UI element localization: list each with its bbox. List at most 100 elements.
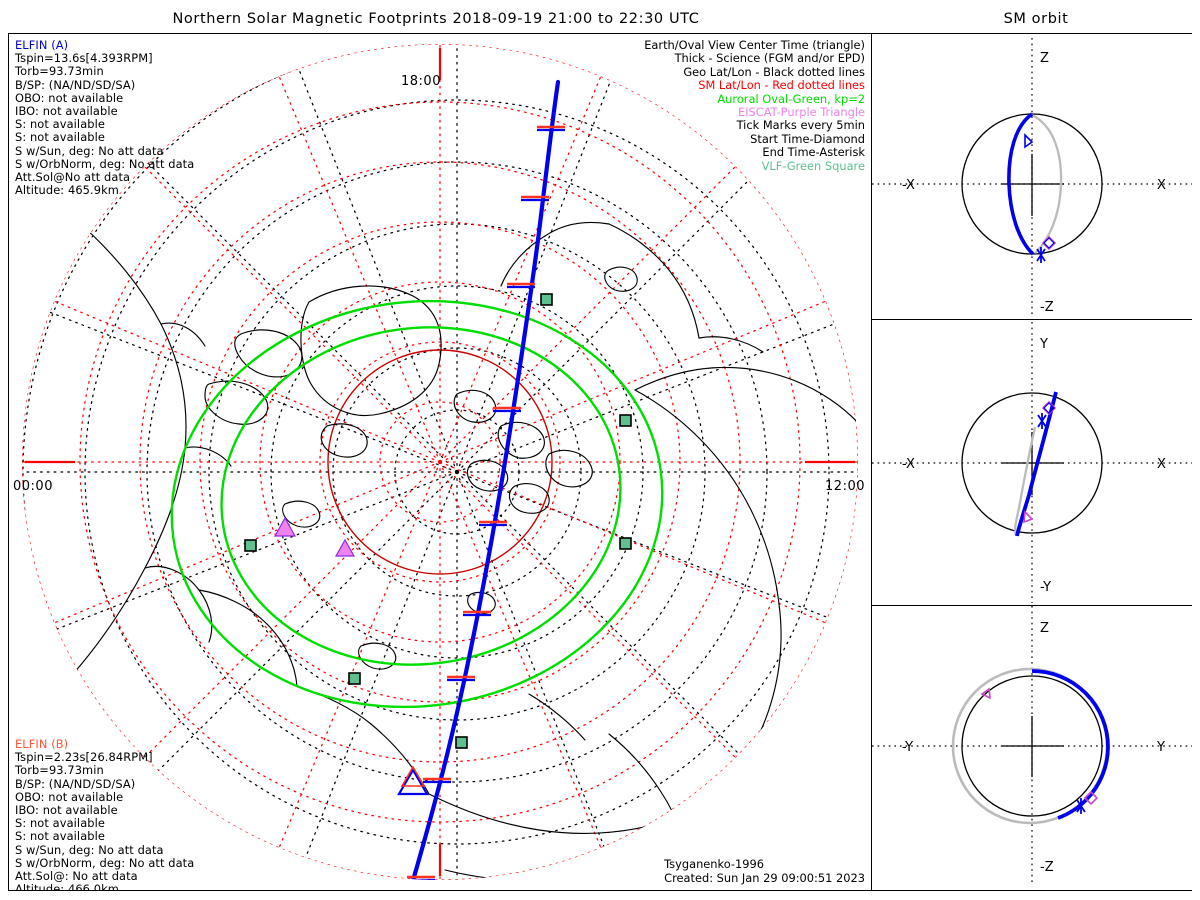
orbit-end-asterisk-xz (1036, 247, 1046, 263)
geo-longitude-grid (22, 44, 858, 880)
spacecraft-b-bsp: B/SP: (NA/ND/SD/SA) (15, 776, 136, 791)
axis-label-neg-x-xy: -X (902, 457, 915, 472)
spacecraft-b-name: ELFIN (B) (15, 737, 69, 751)
orbit-start-diamond-yz (1083, 790, 1099, 806)
spacecraft-b-s2: S: not available (15, 829, 105, 844)
spacecraft-a-s2: S: not available (15, 130, 105, 145)
spacecraft-a-orbnorm: S w/OrbNorm, deg: No att data (15, 156, 195, 171)
spacecraft-b-sun-angle: S w/Sun, deg: No att data (15, 842, 164, 857)
track-tick-marks (407, 125, 565, 879)
spacecraft-a-sun-angle: S w/Sun, deg: No att data (15, 143, 164, 158)
auroral-oval (170, 299, 664, 709)
legend-end-time: End Time-Asterisk (762, 145, 865, 160)
orbit-center-triangle-xy (1023, 510, 1034, 524)
earth-disc-yz (961, 675, 1103, 817)
eiscat-sites (273, 516, 356, 557)
spacecraft-a-bsp: B/SP: (NA/ND/SD/SA) (15, 77, 136, 92)
legend-geo-grid: Geo Lat/Lon - Black dotted lines (683, 64, 865, 79)
spacecraft-a-obo: OBO: not available (15, 90, 124, 105)
mlt-label-noon: 12:00 (825, 479, 865, 494)
vlf-square-marker (348, 672, 361, 685)
vlf-square-marker (455, 736, 468, 749)
orbit-blue-track-xy (1015, 391, 1058, 537)
spacecraft-a-tspin: Tspin=13.6s[4.393RPM] (15, 51, 153, 66)
spacecraft-b-altitude: Altitude: 466.0km (15, 882, 119, 891)
legend-sm-grid: SM Lat/Lon - Red dotted lines (698, 78, 865, 93)
axis-label-neg-z-yz: -Z (1040, 860, 1054, 875)
spacecraft-b-ibo: IBO: not available (15, 802, 118, 817)
spacecraft-a-info: ELFIN (A) Tspin=13.6s[4.393RPM] Torb=93.… (15, 38, 195, 198)
spacecraft-b-obo: OBO: not available (15, 789, 124, 804)
orbit-blue-track-yz (1031, 669, 1110, 820)
elfin-a-track (400, 79, 561, 880)
created-timestamp: Created: Sun Jan 29 09:00:51 2023 (664, 870, 865, 885)
legend-start-time: Start Time-Diamond (750, 131, 865, 146)
axis-label-z-yz: Z (1040, 621, 1049, 636)
map-legend: Earth/Oval View Center Time (triangle) T… (644, 38, 865, 173)
sm-orbit-panel-yz: -Y Y Z -Z (872, 605, 1192, 891)
orbit-end-asterisk-yz (1076, 798, 1086, 814)
mlt-label-midnight: 00:00 (13, 479, 53, 494)
axis-label-neg-y-xy: -Y (1040, 580, 1051, 595)
vlf-square-marker (619, 414, 632, 427)
mlt-axis-marks (25, 48, 855, 876)
vlf-square-marker (244, 539, 257, 552)
spacecraft-a-s1: S: not available (15, 117, 105, 132)
orbit-start-diamond-xy (1041, 400, 1057, 416)
origin-cross-yz (1002, 716, 1064, 777)
polar-map-panel: ELFIN (A) Tspin=13.6s[4.393RPM] Torb=93.… (8, 33, 872, 891)
spacecraft-a-torb: Torb=93.73min (15, 64, 104, 79)
spacecraft-b-orbnorm: S w/OrbNorm, deg: No att data (15, 855, 195, 870)
spacecraft-a-attsol: Att.Sol@No att data (15, 169, 131, 184)
axis-label-neg-y-yz: -Y (902, 740, 913, 755)
track-tick-marks-blue (407, 128, 565, 880)
legend-thick-science: Thick - Science (FGM and/or EPD) (674, 51, 865, 66)
legend-auroral-oval: Auroral Oval-Green, kp=2 (717, 91, 865, 106)
legend-tick-marks: Tick Marks every 5min (736, 118, 865, 133)
sm-orbit-panel-xz: -X X Z -Z (872, 33, 1192, 319)
center-time-triangle-marker (397, 767, 429, 796)
legend-eiscat: EISCAT-Purple Triangle (738, 104, 865, 119)
axis-label-y-xy: Y (1039, 337, 1048, 352)
sm-longitude-grid (22, 44, 858, 880)
spacecraft-b-attsol: Att.Sol@: No att data (15, 868, 138, 883)
axis-label-y-yz: Y (1156, 740, 1165, 755)
vlf-sites (244, 293, 632, 749)
spacecraft-a-name: ELFIN (A) (15, 38, 69, 52)
axis-label-x-xz: X (1157, 178, 1166, 193)
orbit-blue-track-xz (1007, 112, 1035, 256)
model-name: Tsyganenko-1996 (664, 857, 764, 872)
spacecraft-b-torb: Torb=93.73min (15, 763, 104, 778)
spacecraft-a-ibo: IBO: not available (15, 103, 118, 118)
spacecraft-b-s1: S: not available (15, 816, 105, 831)
vlf-square-marker (619, 537, 632, 550)
orbit-gray-track-xz (1031, 113, 1063, 254)
vlf-square-marker (540, 293, 553, 306)
page-title: Northern Solar Magnetic Footprints 2018-… (172, 11, 700, 27)
spacecraft-a-altitude: Altitude: 465.9km (15, 183, 119, 198)
axis-label-x-xy: X (1157, 457, 1166, 472)
sm-orbit-column: -X X Z -Z (872, 33, 1192, 891)
sm-orbit-panel-xy: -X X Y -Y (872, 319, 1192, 605)
orbit-center-triangle-yz (980, 687, 991, 700)
legend-center-time: Earth/Oval View Center Time (triangle) (644, 38, 865, 52)
polar-map-plot (22, 44, 858, 880)
spacecraft-b-tspin: Tspin=2.23s[26.84RPM] (15, 750, 153, 765)
orbit-gray-track-xy (1014, 426, 1037, 536)
center-time-triangle-marker-red (400, 765, 426, 787)
figure-credit: Tsyganenko-1996 Created: Sun Jan 29 09:0… (664, 857, 865, 885)
mlt-label-dusk: 18:00 (401, 74, 441, 89)
axis-label-neg-x-xz: -X (902, 178, 915, 193)
sm-inner-circle (327, 349, 553, 575)
eiscat-triangle-marker (273, 516, 297, 537)
legend-vlf: VLF-Green Square (761, 158, 865, 173)
orbit-start-diamond-xz (1041, 235, 1057, 251)
eiscat-triangle-marker (334, 538, 356, 557)
orbit-center-triangle-xz (1024, 133, 1034, 149)
earth-disc-xy (961, 392, 1103, 534)
axis-label-neg-z-xz: -Z (1040, 300, 1054, 315)
spacecraft-b-info: ELFIN (B) Tspin=2.23s[26.84RPM] Torb=93.… (15, 737, 195, 891)
axis-label-z-xz: Z (1040, 51, 1049, 66)
origin-cross-xz (1002, 154, 1064, 216)
